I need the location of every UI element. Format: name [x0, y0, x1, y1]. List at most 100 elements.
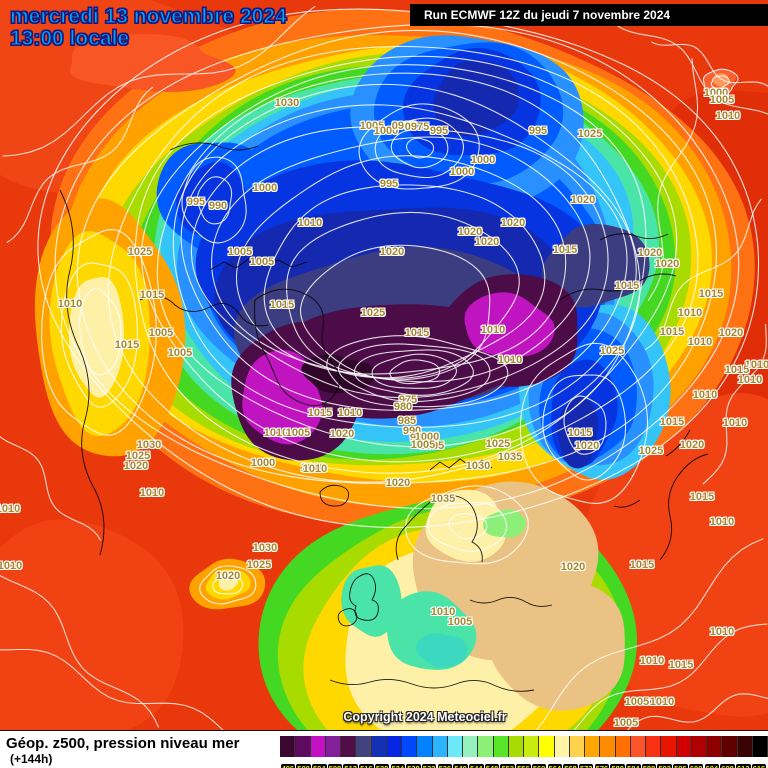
legend-swatch — [478, 736, 494, 757]
legend-value-cell: 536 — [437, 758, 453, 768]
legend-value: 568 — [563, 764, 578, 768]
legend-swatch — [585, 736, 601, 757]
isobar-contour — [2, 5, 316, 157]
geopotential-fill-region — [69, 33, 236, 92]
legend-value-cell: 600 — [688, 758, 704, 768]
isobar-contour — [337, 343, 491, 403]
isobar-contour — [406, 137, 435, 159]
isobar-contour — [371, 353, 457, 389]
geopotential-fill-region — [464, 292, 555, 357]
copyright-watermark: Copyright 2024 Meteociel.fr — [343, 710, 507, 724]
legend-swatch — [539, 736, 555, 757]
chart-title: Géop. z500, pression niveau mer — [6, 735, 240, 752]
isobar-contour — [172, 83, 637, 428]
legend-value-cell: 544 — [468, 758, 484, 768]
legend-value: 548 — [484, 764, 500, 768]
coastline — [337, 608, 358, 627]
legend-value: 528 — [406, 764, 421, 768]
isobar-contour — [286, 211, 520, 379]
legend-swatch — [508, 736, 524, 757]
isobar-contour — [374, 117, 465, 179]
legend-value: 524 — [390, 764, 406, 768]
isobar-contour — [140, 64, 647, 463]
legend-value: 508 — [327, 764, 343, 768]
geopotential-fill-region — [242, 350, 323, 445]
legend-value-cell: 548 — [484, 758, 500, 768]
isobar-contour — [6, 86, 154, 244]
legend-value-cell: 616 — [751, 758, 767, 768]
coastline — [319, 484, 350, 507]
coastline — [209, 257, 308, 271]
weather-map: 1030 1005 1000 0985 0975 995 995 1000 1000 995 100… — [0, 0, 768, 730]
legend-value: 588 — [641, 764, 657, 768]
isobar-contour — [190, 126, 609, 399]
legend-value-cell: 560 — [531, 758, 547, 768]
legend-value: 608 — [720, 764, 735, 768]
legend-value: 544 — [469, 764, 484, 768]
isobar-contour — [448, 513, 488, 540]
isobar-contour — [710, 75, 730, 90]
legend-swatch — [371, 736, 387, 757]
isobar-contour — [573, 623, 768, 730]
isobar-contour — [60, 262, 138, 408]
legend-value: 564 — [547, 764, 563, 768]
isobar-contour — [605, 13, 768, 115]
legend-value-cell: 592 — [657, 758, 673, 768]
legend-swatch — [325, 736, 341, 757]
legend-swatch — [630, 736, 646, 757]
isobar-contour — [390, 129, 449, 169]
isobar-contour — [181, 156, 247, 244]
legend-swatch — [661, 736, 677, 757]
isobar-contour — [180, 104, 628, 411]
legend-value: 576 — [594, 764, 610, 768]
legend-swatch — [417, 736, 433, 757]
isobar-contour — [156, 72, 641, 448]
isobar-contour — [647, 58, 699, 301]
isobar-contour — [107, 45, 699, 483]
isobar-contour — [134, 55, 678, 474]
legend-value-cell: 528 — [406, 758, 422, 768]
isobar-contour — [542, 374, 627, 481]
geopotential-fill-region — [489, 580, 625, 711]
legend-value-cell: 588 — [641, 758, 657, 768]
legend-value: 592 — [657, 764, 672, 768]
isobar-contour — [702, 323, 767, 485]
isobar-contour — [563, 395, 607, 455]
legend-bar: Géop. z500, pression niveau mer (+144h) … — [0, 730, 768, 768]
legend-value: 540 — [453, 764, 468, 768]
legend-swatch — [280, 736, 296, 757]
legend-value-cell: 532 — [421, 758, 437, 768]
isobar-contour — [196, 176, 233, 225]
legend-value-cell: 496 — [280, 758, 296, 768]
legend-value: 532 — [421, 764, 437, 768]
legend-swatch — [722, 736, 738, 757]
coastline — [659, 453, 709, 561]
isobar-contour — [199, 565, 257, 605]
legend-swatch — [737, 736, 753, 757]
coastline — [665, 429, 691, 457]
legend-value: 600 — [688, 764, 704, 768]
isobar-contour — [427, 501, 508, 552]
legend-swatch — [615, 736, 631, 757]
geopotential-fill-region — [541, 223, 650, 308]
legend-swatch — [752, 736, 768, 757]
map-canvas — [0, 0, 768, 730]
legend-value-cell: 516 — [359, 758, 375, 768]
legend-value-cell: 604 — [704, 758, 720, 768]
legend-value: 596 — [673, 764, 688, 768]
coastline — [329, 679, 535, 692]
legend-value-cell: 572 — [578, 758, 594, 768]
legend-value-cell: 552 — [500, 758, 516, 768]
legend-swatch — [569, 736, 585, 757]
legend-value-cell: 612 — [735, 758, 751, 768]
legend-value-cell: 520 — [374, 758, 390, 768]
legend-value: 584 — [626, 764, 641, 768]
legend-value: 536 — [437, 764, 453, 768]
legend-value: 616 — [751, 764, 767, 768]
legend-value: 496 — [280, 764, 296, 768]
legend-value: 504 — [312, 764, 327, 768]
isobar-contour — [702, 68, 739, 96]
legend-swatch — [341, 736, 357, 757]
legend-value-cell: 500 — [296, 758, 312, 768]
